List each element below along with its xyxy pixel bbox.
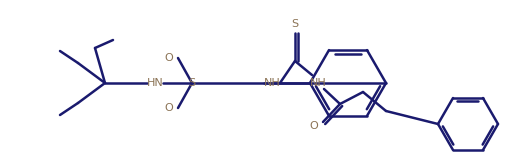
- Text: NH: NH: [310, 78, 326, 88]
- Text: NH: NH: [264, 78, 280, 88]
- Text: S: S: [292, 19, 298, 29]
- Text: O: O: [310, 121, 318, 131]
- Text: HN: HN: [147, 78, 163, 88]
- Text: O: O: [164, 53, 173, 63]
- Text: S: S: [188, 78, 195, 88]
- Text: O: O: [164, 103, 173, 113]
